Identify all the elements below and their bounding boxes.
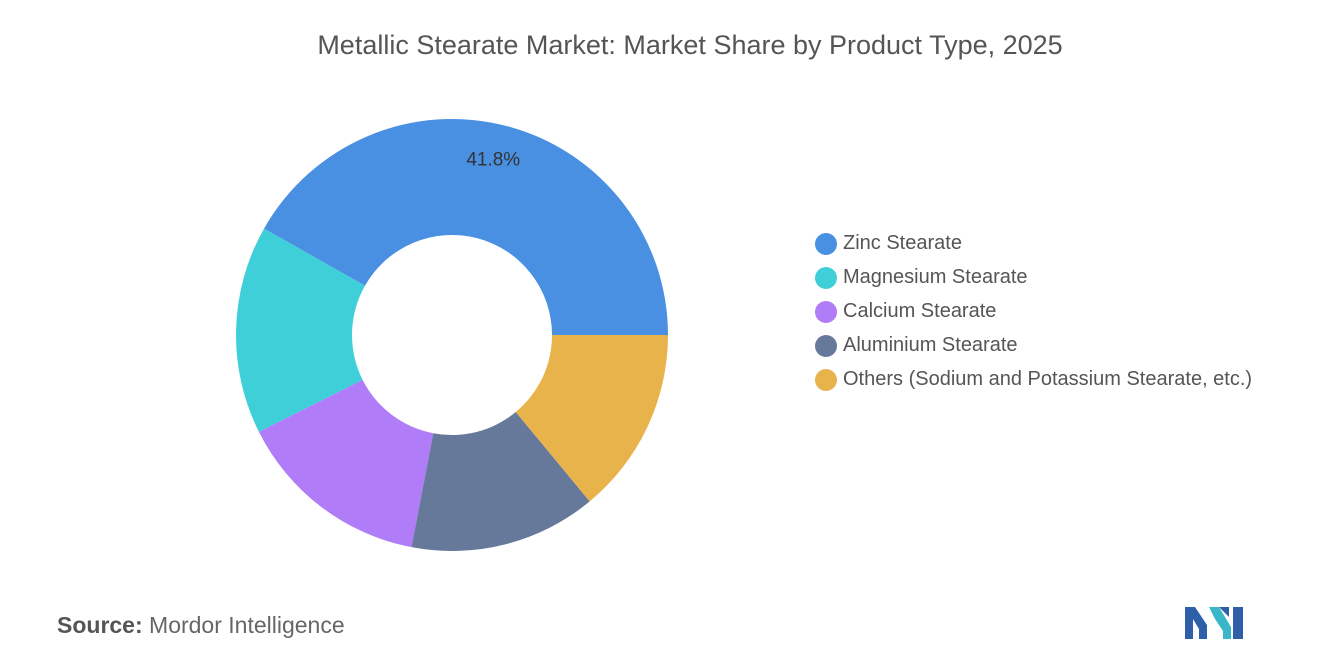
slice-aluminium (411, 412, 590, 552)
legend-swatch-icon (815, 301, 837, 323)
legend-item: Others (Sodium and Potassium Stearate, e… (815, 366, 1255, 393)
slice-zinc (264, 118, 668, 335)
legend-label: Aluminium Stearate (843, 334, 1018, 356)
slice-magnesium (236, 228, 365, 432)
legend-swatch-icon (815, 267, 837, 289)
slice-calcium (258, 379, 434, 548)
source-label: Source: (57, 612, 143, 638)
source-note: Source: Mordor Intelligence (57, 612, 345, 639)
legend-item: Zinc Stearate (815, 230, 1255, 257)
slice-others (515, 335, 668, 502)
legend-swatch-icon (815, 335, 837, 357)
data-label: 41.8% (466, 149, 520, 170)
legend-swatch-icon (815, 369, 837, 391)
legend-item: Magnesium Stearate (815, 264, 1255, 291)
legend-label: Calcium Stearate (843, 300, 997, 322)
legend-label: Magnesium Stearate (843, 266, 1028, 288)
source-text: Mordor Intelligence (149, 612, 345, 638)
legend-label: Others (Sodium and Potassium Stearate, e… (843, 368, 1253, 390)
chart-title: Metallic Stearate Market: Market Share b… (317, 30, 1063, 60)
mordor-intelligence-logo-icon (1185, 607, 1243, 639)
legend-swatch-icon (815, 233, 837, 255)
chart-legend: Zinc Stearate Magnesium Stearate Calcium S… (815, 230, 1255, 400)
legend-item: Calcium Stearate (815, 298, 1255, 325)
legend-label: Zinc Stearate (843, 232, 962, 254)
legend-item: Aluminium Stearate (815, 332, 1255, 359)
